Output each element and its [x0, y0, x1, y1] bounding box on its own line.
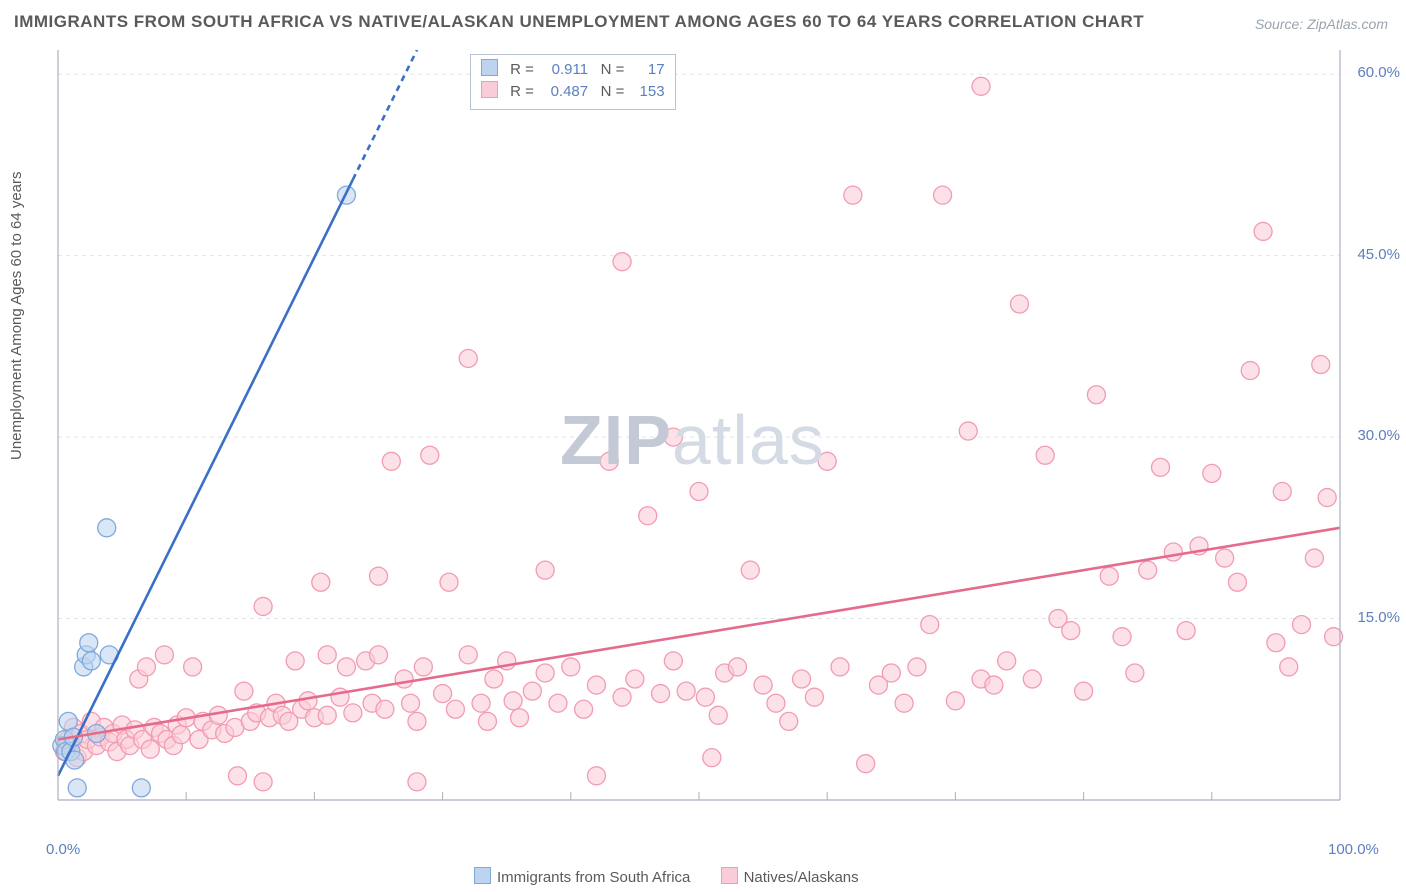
y-tick-label: 45.0% [1357, 246, 1400, 263]
x-label-a: Immigrants from South Africa [497, 869, 690, 886]
legend-row-series-a: R = 0.911 N = 17 [481, 59, 665, 81]
r-value-a: 0.911 [538, 59, 588, 81]
watermark: ZIPatlas [560, 400, 825, 480]
x-tick-label: 0.0% [46, 841, 80, 858]
r-label: R = [510, 61, 534, 78]
x-legend: Immigrants from South Africa Natives/Ala… [448, 867, 859, 886]
y-axis-label: Unemployment Among Ages 60 to 64 years [8, 171, 25, 460]
n-label: N = [601, 61, 625, 78]
legend-swatch-a [481, 59, 498, 76]
x-label-b: Natives/Alaskans [744, 869, 859, 886]
stats-legend: R = 0.911 N = 17 R = 0.487 N = 153 [470, 54, 676, 110]
legend-row-series-b: R = 0.487 N = 153 [481, 81, 665, 103]
y-tick-label: 60.0% [1357, 64, 1400, 81]
n-value-a: 17 [629, 59, 665, 81]
chart-title: IMMIGRANTS FROM SOUTH AFRICA VS NATIVE/A… [14, 12, 1144, 32]
r-label: R = [510, 83, 534, 100]
source-label: Source: ZipAtlas.com [1255, 16, 1388, 32]
r-value-b: 0.487 [538, 81, 588, 103]
y-tick-label: 30.0% [1357, 427, 1400, 444]
n-value-b: 153 [629, 81, 665, 103]
y-tick-label: 15.0% [1357, 609, 1400, 626]
x-tick-label: 100.0% [1328, 841, 1379, 858]
x-swatch-b [721, 867, 738, 884]
legend-swatch-b [481, 81, 498, 98]
n-label: N = [601, 83, 625, 100]
x-swatch-a [474, 867, 491, 884]
